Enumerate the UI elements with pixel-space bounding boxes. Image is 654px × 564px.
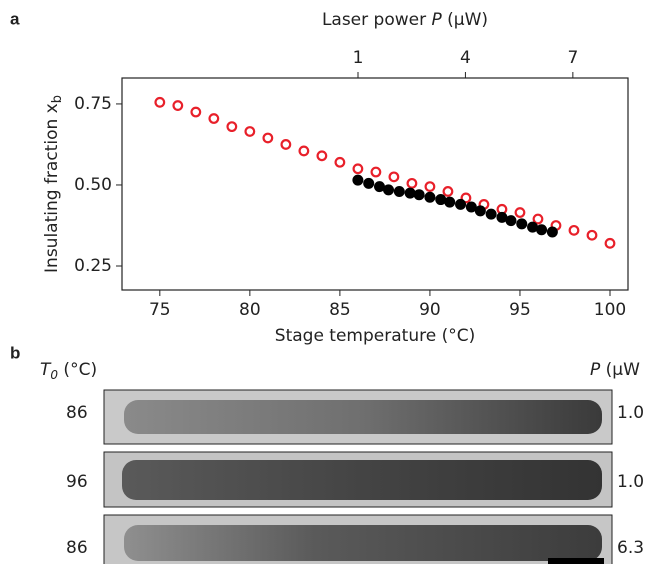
x-tick-label: 85 bbox=[329, 300, 351, 320]
y-tick-label: 0.25 bbox=[74, 256, 112, 276]
x-tick-label: 90 bbox=[419, 300, 441, 320]
x-tick-label: 100 bbox=[594, 300, 626, 320]
point bbox=[244, 126, 256, 137]
point bbox=[455, 198, 467, 210]
point bbox=[536, 224, 548, 236]
x-tick-label: 80 bbox=[239, 300, 261, 320]
point bbox=[226, 121, 238, 133]
x-tick-label: 95 bbox=[509, 300, 531, 320]
point bbox=[280, 139, 292, 150]
y-tick-label: 0.50 bbox=[74, 175, 112, 195]
label-sub: b bbox=[50, 95, 65, 103]
plot-frame bbox=[121, 77, 629, 291]
point bbox=[352, 174, 364, 186]
x-axis-label: Stage temperature (°C) bbox=[275, 326, 475, 346]
point bbox=[514, 207, 526, 218]
row-power: 6.3 bbox=[617, 538, 644, 558]
row-temperature: 86 bbox=[66, 538, 88, 558]
label-part: (μW) bbox=[442, 10, 488, 30]
label-symbol: P bbox=[431, 10, 442, 30]
header-symbol: T bbox=[40, 360, 52, 380]
point bbox=[363, 177, 375, 189]
header-unit: (°C) bbox=[58, 360, 97, 380]
y-tick-label: 0.75 bbox=[74, 94, 112, 114]
point bbox=[262, 132, 274, 144]
row-temperature: 86 bbox=[66, 403, 88, 423]
point bbox=[424, 191, 436, 203]
scale-bar bbox=[548, 558, 604, 564]
point bbox=[444, 196, 456, 208]
x-tick-label: 75 bbox=[149, 300, 171, 320]
point bbox=[352, 163, 364, 175]
point bbox=[154, 96, 166, 108]
point bbox=[442, 186, 454, 197]
point bbox=[424, 181, 436, 192]
point bbox=[435, 194, 447, 206]
point bbox=[465, 201, 477, 213]
header-unit: (μW bbox=[600, 360, 640, 380]
label-part: Insulating fraction x bbox=[42, 103, 62, 273]
micrograph-band bbox=[124, 525, 602, 561]
point bbox=[586, 229, 598, 241]
point bbox=[527, 221, 539, 233]
point bbox=[516, 218, 528, 230]
point bbox=[532, 213, 544, 225]
point bbox=[568, 224, 580, 236]
column-header: P (μW bbox=[590, 360, 640, 380]
panel-label: a bbox=[10, 9, 20, 28]
point bbox=[208, 113, 220, 124]
point bbox=[298, 145, 310, 157]
panel-label: b bbox=[10, 343, 20, 362]
point bbox=[388, 171, 400, 183]
point bbox=[393, 185, 405, 197]
y-axis-label: Insulating fraction xb bbox=[42, 95, 65, 273]
point bbox=[604, 237, 616, 249]
point bbox=[370, 166, 382, 178]
header-symbol: P bbox=[590, 360, 601, 380]
micrograph-band bbox=[124, 400, 602, 434]
point bbox=[474, 205, 486, 217]
x2-axis-label: Laser power P (μW) bbox=[322, 10, 488, 30]
x2-tick-label: 4 bbox=[460, 48, 471, 68]
point bbox=[374, 181, 386, 193]
x2-tick-label: 7 bbox=[567, 48, 578, 68]
point bbox=[406, 177, 418, 189]
row-power: 1.0 bbox=[617, 403, 644, 423]
point bbox=[485, 208, 497, 220]
point bbox=[404, 187, 416, 199]
row-temperature: 96 bbox=[66, 472, 88, 492]
point bbox=[546, 226, 558, 238]
micrograph-band bbox=[122, 460, 602, 500]
micrographs bbox=[103, 389, 613, 564]
row-power: 1.0 bbox=[617, 472, 644, 492]
point bbox=[334, 156, 346, 168]
point bbox=[496, 211, 508, 223]
label-part: Laser power bbox=[322, 10, 432, 30]
point bbox=[413, 189, 425, 201]
point bbox=[460, 192, 472, 204]
point bbox=[190, 106, 202, 118]
point bbox=[505, 215, 517, 227]
header-sub: 0 bbox=[50, 368, 58, 382]
column-header: T0 (°C) bbox=[40, 360, 97, 382]
point bbox=[172, 100, 184, 111]
point bbox=[316, 150, 328, 162]
point bbox=[383, 184, 395, 196]
x2-tick-label: 1 bbox=[353, 48, 364, 68]
